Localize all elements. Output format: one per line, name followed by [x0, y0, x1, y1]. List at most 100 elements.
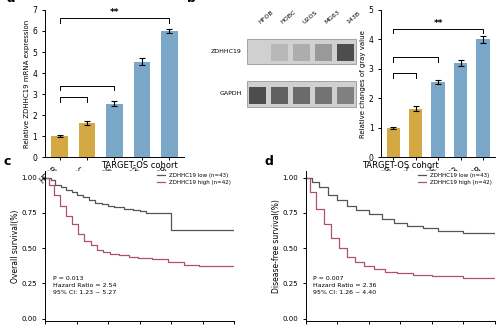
ZDHHC19 low (n=43) [52, 183, 59, 187]
Text: 143B: 143B [346, 10, 361, 25]
ZDHHC19 low (n=43) [80, 195, 86, 199]
ZDHHC19 high (n=42) [51, 193, 57, 196]
ZDHHC19 high (n=42) [116, 253, 122, 257]
ZDHHC19 low (n=43) [143, 211, 149, 215]
Y-axis label: Relative ZDHHC19 mRNA expression: Relative ZDHHC19 mRNA expression [24, 19, 30, 148]
Bar [106, 104, 122, 157]
Bar [337, 87, 353, 104]
ZDHHC19 high (n=42) [328, 236, 334, 240]
ZDHHC19 low (n=43) [378, 216, 384, 220]
Bar [476, 39, 490, 157]
ZDHHC19 high (n=42) [336, 246, 342, 250]
Bar [432, 82, 445, 157]
ZDHHC19 high (n=42) [135, 256, 141, 260]
ZDHHC19 low (n=43) [334, 198, 340, 202]
ZDHHC19 low (n=43) [200, 228, 205, 232]
Legend: ZDHHC19 low (n=43), ZDHHC19 high (n=42): ZDHHC19 low (n=43), ZDHHC19 high (n=42) [418, 173, 492, 185]
Text: **: ** [434, 19, 443, 28]
ZDHHC19 low (n=43) [460, 231, 466, 235]
ZDHHC19 low (n=43) [86, 198, 92, 202]
FancyBboxPatch shape [246, 39, 356, 64]
ZDHHC19 low (n=43) [492, 232, 498, 236]
ZDHHC19 high (n=42) [196, 264, 202, 268]
Text: GAPDH: GAPDH [219, 92, 242, 96]
ZDHHC19 high (n=42) [94, 248, 100, 252]
Text: HFOB: HFOB [258, 10, 274, 25]
Text: d: d [264, 155, 273, 169]
Text: MG63: MG63 [324, 9, 340, 25]
ZDHHC19 high (n=42) [180, 263, 186, 267]
ZDHHC19 low (n=43) [105, 204, 111, 208]
Text: P = 0.013
Hazard Ratio = 2.54
95% CI: 1.23 ~ 5.27: P = 0.013 Hazard Ratio = 2.54 95% CI: 1.… [52, 276, 116, 295]
ZDHHC19 high (n=42) [75, 232, 81, 236]
ZDHHC19 high (n=42) [231, 264, 237, 268]
ZDHHC19 high (n=42) [126, 255, 132, 258]
ZDHHC19 low (n=43) [316, 186, 322, 190]
ZDHHC19 low (n=43) [344, 204, 350, 208]
Text: a: a [6, 0, 14, 5]
ZDHHC19 high (n=42) [88, 243, 94, 247]
ZDHHC19 low (n=43) [404, 224, 410, 228]
ZDHHC19 high (n=42) [320, 222, 326, 226]
Bar [272, 87, 288, 104]
ZDHHC19 low (n=43) [420, 226, 426, 230]
Text: c: c [4, 155, 11, 169]
ZDHHC19 high (n=42) [149, 257, 155, 261]
Bar [337, 45, 353, 61]
Legend: ZDHHC19 low (n=43), ZDHHC19 high (n=42): ZDHHC19 low (n=43), ZDHHC19 high (n=42) [156, 173, 232, 185]
ZDHHC19 high (n=42) [460, 276, 466, 280]
ZDHHC19 high (n=42) [46, 183, 52, 187]
ZDHHC19 high (n=42) [100, 250, 106, 254]
ZDHHC19 low (n=43) [168, 228, 174, 232]
ZDHHC19 low (n=43) [130, 208, 136, 212]
ZDHHC19 high (n=42) [394, 272, 400, 276]
ZDHHC19 high (n=42) [410, 273, 416, 277]
Bar [250, 45, 266, 61]
ZDHHC19 low (n=43) [309, 180, 315, 184]
ZDHHC19 high (n=42) [42, 175, 48, 179]
ZDHHC19 low (n=43) [112, 205, 117, 209]
ZDHHC19 low (n=43) [325, 193, 331, 196]
Bar [386, 128, 400, 157]
Line: ZDHHC19 high (n=42): ZDHHC19 high (n=42) [306, 177, 495, 278]
ZDHHC19 low (n=43) [152, 211, 158, 215]
ZDHHC19 low (n=43) [136, 210, 142, 214]
ZDHHC19 low (n=43) [231, 228, 237, 232]
ZDHHC19 high (n=42) [361, 264, 367, 268]
Text: P = 0.007
Hazard Ratio = 2.36
95% CI: 1.26 ~ 4.40: P = 0.007 Hazard Ratio = 2.36 95% CI: 1.… [314, 276, 377, 295]
ZDHHC19 high (n=42) [165, 260, 171, 264]
Y-axis label: Relative changes of gray value: Relative changes of gray value [360, 30, 366, 137]
ZDHHC19 low (n=43) [64, 188, 70, 192]
ZDHHC19 low (n=43) [92, 201, 98, 205]
ZDHHC19 high (n=42) [313, 207, 319, 211]
Bar [294, 45, 310, 61]
Bar [250, 87, 266, 104]
Bar [315, 45, 332, 61]
ZDHHC19 low (n=43) [366, 212, 372, 216]
Line: ZDHHC19 low (n=43): ZDHHC19 low (n=43) [45, 177, 234, 230]
Text: ZDHHC19: ZDHHC19 [210, 49, 242, 54]
Text: b: b [188, 0, 196, 5]
Bar [272, 45, 288, 61]
Bar [52, 136, 68, 157]
ZDHHC19 low (n=43) [42, 175, 48, 179]
ZDHHC19 high (n=42) [429, 274, 435, 278]
ZDHHC19 low (n=43) [162, 211, 168, 215]
ZDHHC19 low (n=43) [58, 186, 64, 190]
ZDHHC19 low (n=43) [69, 190, 75, 194]
ZDHHC19 low (n=43) [391, 221, 397, 225]
ZDHHC19 low (n=43) [303, 175, 309, 179]
Text: U2OS: U2OS [302, 10, 318, 25]
Bar [161, 31, 178, 157]
Title: TARGET-OS cohort: TARGET-OS cohort [362, 161, 439, 170]
ZDHHC19 high (n=42) [382, 270, 388, 274]
Line: ZDHHC19 high (n=42): ZDHHC19 high (n=42) [45, 177, 234, 266]
ZDHHC19 high (n=42) [370, 267, 376, 271]
ZDHHC19 high (n=42) [492, 276, 498, 280]
ZDHHC19 low (n=43) [74, 193, 80, 196]
Bar [79, 123, 95, 157]
Y-axis label: Overall survival(%): Overall survival(%) [11, 209, 20, 283]
Bar [454, 63, 468, 157]
ZDHHC19 high (n=42) [106, 252, 112, 256]
Bar [134, 62, 150, 157]
